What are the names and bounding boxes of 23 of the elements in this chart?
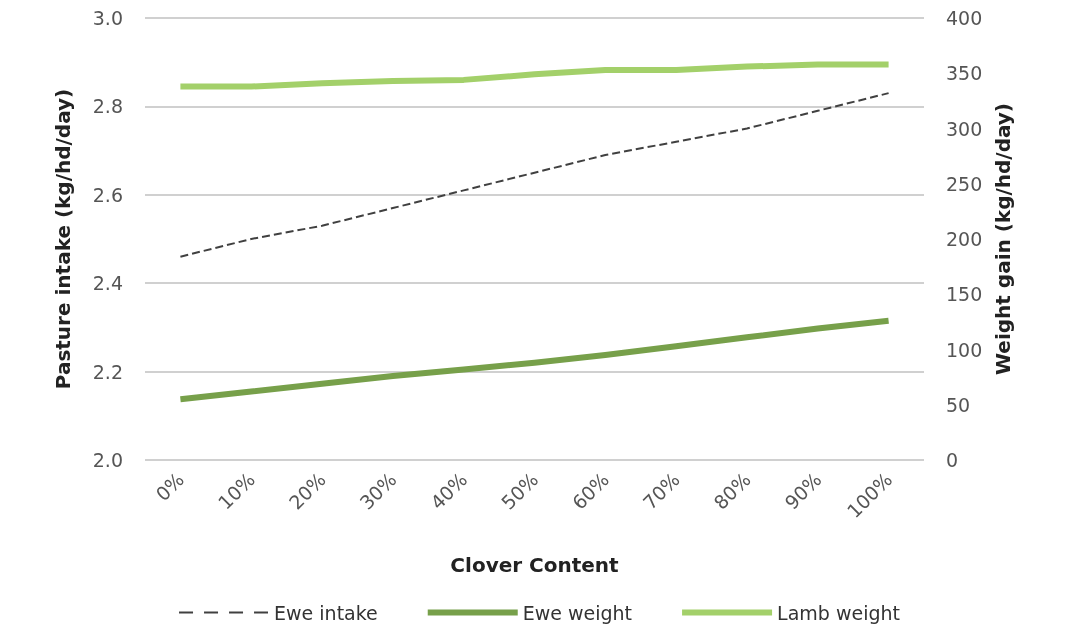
y2-tick-label: 100	[946, 338, 983, 361]
y2-tick-label: 350	[946, 62, 983, 85]
y2-axis-title: Weight gain (kg/hd/day)	[991, 102, 1016, 376]
line-series	[179, 92, 890, 258]
y2-tick-label: 300	[946, 117, 983, 140]
legend-label: Ewe intake	[274, 601, 378, 624]
x-tick-label: 0%	[151, 468, 189, 506]
y-tick-label: 2.8	[92, 95, 123, 118]
y2-tick-label: 400	[946, 7, 983, 29]
legend-label: Lamb weight	[777, 601, 900, 624]
x-axis-title: Clover Content	[450, 553, 620, 577]
y2-tick-label: 50	[946, 393, 971, 416]
y-axis-title: Pasture intake (kg/hd/day)	[51, 88, 75, 390]
y-tick-label: 2.4	[92, 272, 123, 295]
y2-tick-label: 200	[946, 228, 983, 250]
y-tick-label: 2.6	[92, 183, 123, 206]
y-tick-label: 3.0	[92, 7, 123, 29]
legend-label: Ewe weight	[522, 601, 633, 624]
y2-tick-label: 0	[946, 449, 959, 471]
y-tick-label: 2.2	[92, 360, 123, 383]
y2-tick-label: 250	[946, 172, 983, 195]
y2-tick-label: 150	[946, 283, 983, 306]
y-tick-label: 2.0	[92, 449, 123, 471]
